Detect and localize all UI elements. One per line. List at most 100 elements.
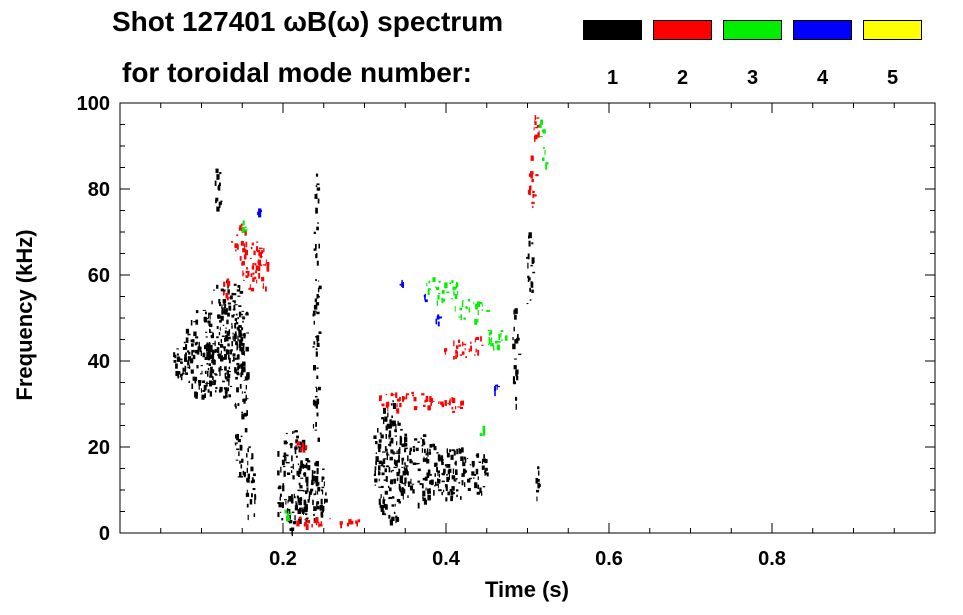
spectral-mark	[251, 453, 254, 460]
spectral-mark	[484, 471, 486, 473]
spectral-mark	[486, 309, 490, 312]
spectral-mark	[214, 351, 216, 353]
spectral-mark	[206, 381, 208, 387]
spectral-mark	[225, 327, 227, 329]
spectral-mark	[375, 456, 379, 462]
spectral-mark	[495, 340, 498, 344]
spectral-mark	[224, 373, 226, 378]
spectral-mark	[252, 277, 255, 282]
spectral-mark	[214, 340, 216, 347]
spectral-mark	[456, 489, 459, 492]
spectral-mark	[314, 400, 318, 407]
spectral-mark	[207, 320, 211, 323]
spectral-mark	[175, 363, 178, 369]
spectral-mark	[440, 401, 444, 405]
spectral-mark	[180, 361, 183, 364]
spectral-mark	[383, 496, 385, 501]
spectral-mark	[184, 357, 187, 362]
spectral-mark	[314, 520, 317, 524]
spectral-mark	[316, 226, 319, 231]
spectral-mark	[220, 339, 222, 341]
spectral-mark	[202, 352, 206, 358]
spectral-mark	[209, 328, 211, 333]
spectral-mark	[205, 346, 210, 352]
spectral-mark	[340, 522, 342, 529]
spectral-mark	[429, 396, 432, 402]
spectral-mark	[242, 343, 245, 345]
spectral-mark	[247, 514, 249, 521]
spectral-mark	[537, 466, 540, 470]
spectral-mark	[236, 234, 239, 236]
legend-swatch-n1	[583, 20, 642, 40]
spectral-mark	[457, 406, 461, 408]
spectral-mark	[185, 344, 188, 350]
spectral-mark	[252, 488, 256, 491]
spectral-mark	[306, 482, 309, 487]
spectral-mark	[314, 194, 317, 199]
spectral-mark	[421, 393, 425, 396]
spectral-mark	[540, 119, 543, 125]
spectral-mark	[302, 449, 306, 453]
spectral-mark	[320, 498, 323, 505]
spectral-mark	[254, 499, 256, 505]
spectral-mark	[380, 504, 385, 508]
spectral-mark	[468, 477, 472, 480]
spectral-mark	[444, 348, 447, 353]
spectral-mark	[212, 343, 216, 345]
spectral-mark	[316, 337, 319, 343]
spectral-mark	[496, 384, 498, 390]
spectral-mark	[220, 315, 224, 321]
spectral-mark	[290, 443, 293, 449]
spectral-mark	[240, 313, 244, 316]
spectral-mark	[455, 478, 458, 480]
spectral-mark	[227, 285, 229, 289]
spectral-mark	[444, 400, 447, 406]
spectral-mark	[478, 461, 481, 463]
spectral-mark	[409, 447, 412, 452]
spectral-mark	[434, 473, 436, 477]
spectral-mark	[400, 436, 403, 442]
spectral-mark	[209, 323, 213, 328]
spectral-mark	[339, 521, 343, 525]
spectral-mark	[468, 307, 470, 313]
spectral-mark	[425, 487, 427, 491]
spectral-mark	[474, 354, 476, 356]
spectral-mark	[190, 358, 194, 364]
spectral-mark	[246, 489, 248, 494]
spectral-mark	[441, 290, 445, 294]
spectral-mark	[297, 497, 301, 503]
spectral-mark	[209, 375, 213, 378]
spectral-mark	[452, 492, 455, 495]
spectral-mark	[220, 338, 222, 344]
spectral-mark	[209, 314, 211, 320]
spectral-mark	[541, 130, 544, 132]
spectral-mark	[461, 473, 465, 477]
spectral-mark	[245, 275, 249, 278]
spectral-mark	[389, 441, 392, 447]
spectral-mark	[248, 287, 251, 290]
chart-title-line2: for toroidal mode number:	[122, 57, 472, 88]
spectral-mark	[464, 347, 466, 351]
spectral-mark	[494, 386, 497, 391]
spectral-mark	[294, 515, 296, 521]
spectral-mark	[297, 463, 300, 466]
spectral-mark	[238, 311, 242, 315]
spectral-mark	[247, 479, 250, 483]
spectral-mark	[461, 480, 464, 482]
spectral-mark	[390, 449, 394, 454]
spectral-mark	[494, 390, 496, 397]
spectral-mark	[217, 315, 220, 319]
spectral-mark	[316, 193, 318, 199]
spectral-mark	[305, 476, 309, 483]
spectral-mark	[285, 457, 287, 462]
spectral-mark	[246, 372, 250, 378]
spectral-mark	[266, 266, 270, 272]
spectral-mark	[395, 424, 397, 430]
legend-swatch-n4	[793, 20, 852, 40]
spectral-mark	[199, 347, 202, 353]
spectral-mark	[457, 351, 459, 358]
spectral-mark	[313, 341, 316, 345]
spectral-mark	[210, 347, 213, 353]
spectral-mark	[387, 412, 389, 418]
spectral-mark	[535, 127, 539, 129]
